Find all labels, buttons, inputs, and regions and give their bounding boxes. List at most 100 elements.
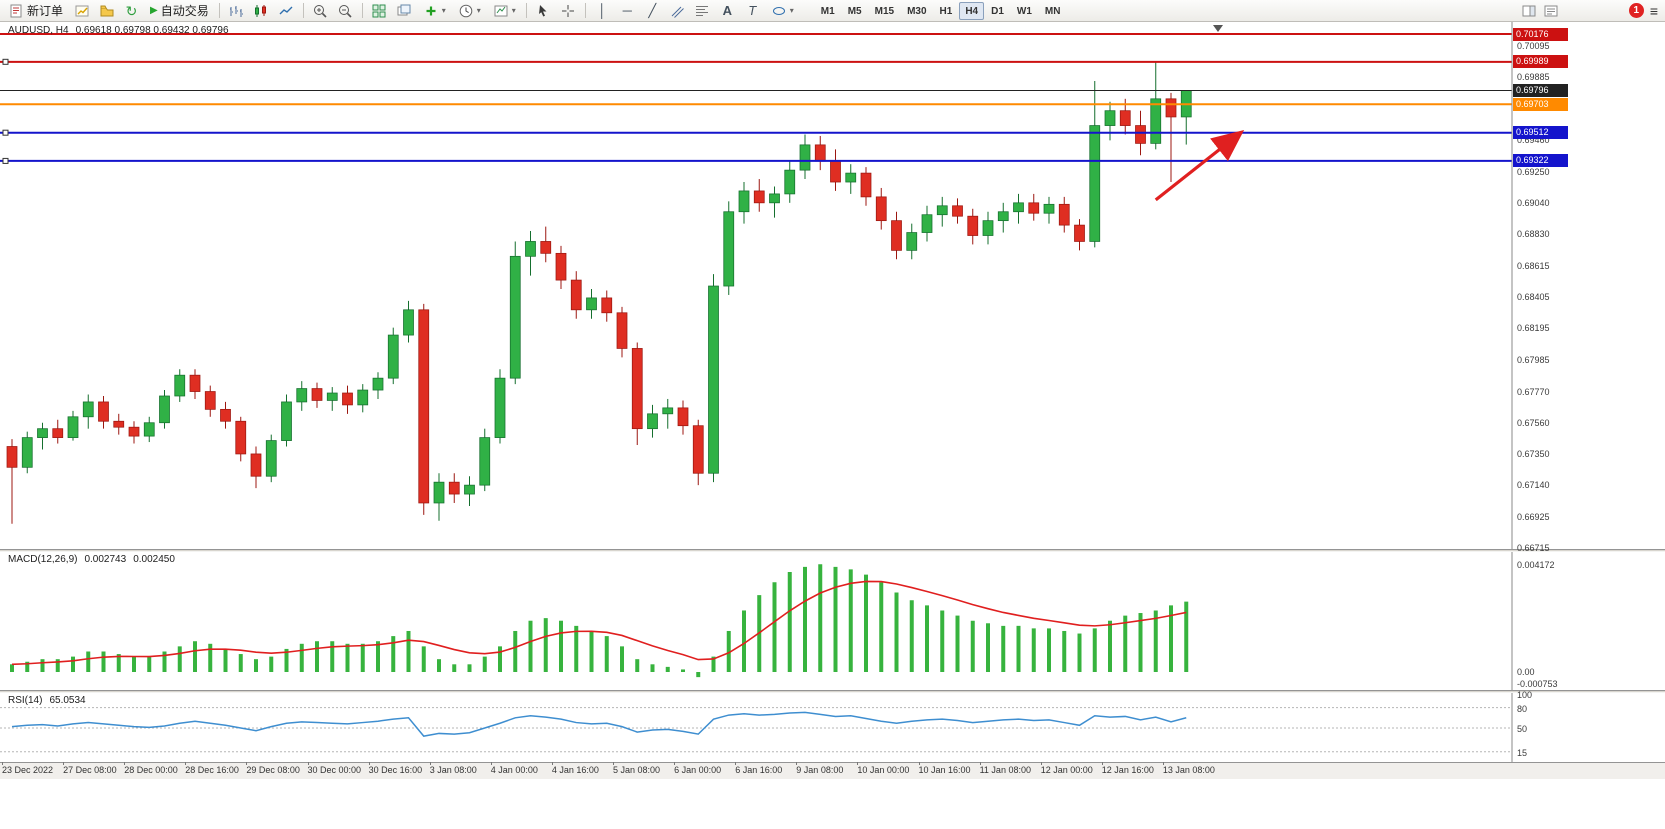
time-axis-label: 27 Dec 08:00 bbox=[63, 765, 117, 775]
line-handle[interactable] bbox=[2, 129, 9, 136]
zoom-in-button[interactable] bbox=[309, 1, 332, 20]
candle-up bbox=[464, 484, 475, 495]
autotrading-button[interactable]: ▶ 自动交易 bbox=[145, 1, 214, 20]
timeframe-button-m15[interactable]: M15 bbox=[874, 5, 895, 17]
macd-panel-splitter[interactable] bbox=[0, 549, 1665, 552]
line-handle[interactable] bbox=[2, 157, 9, 164]
timeframe-button-mn[interactable]: MN bbox=[1044, 5, 1061, 17]
text-tool-button[interactable]: A bbox=[716, 1, 739, 20]
candle-down bbox=[1074, 224, 1085, 242]
trendline-icon: ╱ bbox=[648, 3, 657, 18]
candle-down bbox=[631, 348, 643, 430]
zoom-out-button[interactable] bbox=[334, 1, 357, 20]
candle-down bbox=[692, 425, 704, 474]
new-chart-button[interactable] bbox=[70, 1, 93, 20]
candle-up bbox=[586, 297, 597, 311]
price-axis-label: 0.68615 bbox=[1517, 260, 1550, 271]
price-axis-label: 0.70095 bbox=[1517, 41, 1550, 52]
candle-up bbox=[433, 481, 445, 504]
template-chart-icon bbox=[493, 3, 509, 19]
timeframe-button-h4[interactable]: H4 bbox=[959, 1, 985, 20]
chevron-down-icon: ▾ bbox=[789, 5, 794, 15]
label-tool-button[interactable]: T bbox=[741, 1, 764, 20]
candle-up bbox=[1150, 98, 1162, 144]
notification-badge[interactable]: 1 bbox=[1628, 3, 1644, 18]
crosshair-button[interactable] bbox=[557, 1, 580, 20]
menu-icon[interactable]: ≡ bbox=[1649, 2, 1658, 19]
timeframe-button-d1[interactable]: D1 bbox=[991, 5, 1004, 17]
cursor-button[interactable] bbox=[532, 1, 555, 20]
price-axis-label: 0.66715 bbox=[1517, 543, 1550, 554]
time-axis-label: 3 Jan 08:00 bbox=[429, 765, 477, 775]
cursor-icon bbox=[535, 3, 551, 19]
trendline-tool-button[interactable]: ╱ bbox=[641, 1, 664, 20]
candle-down bbox=[128, 426, 140, 437]
timeframe-button-m5[interactable]: M5 bbox=[847, 5, 862, 17]
new-order-label: 新订单 bbox=[27, 4, 64, 18]
time-axis-tick bbox=[918, 762, 920, 765]
time-axis-tick bbox=[63, 762, 65, 765]
time-axis-tick bbox=[246, 762, 248, 765]
candlestick-chart-button[interactable] bbox=[250, 1, 273, 20]
indicators-button[interactable]: ▾ bbox=[418, 1, 451, 20]
candle-up bbox=[1043, 203, 1055, 214]
fibonacci-icon bbox=[694, 3, 710, 19]
line-chart-button[interactable] bbox=[275, 1, 298, 20]
up-arrow-annotation[interactable] bbox=[1154, 130, 1245, 202]
timeframe-button-h1[interactable]: H1 bbox=[939, 5, 953, 17]
candle-up bbox=[82, 401, 94, 418]
timeframe-button-m30[interactable]: M30 bbox=[907, 5, 927, 17]
time-axis-strip[interactable] bbox=[0, 762, 1665, 779]
new-order-button[interactable]: 新订单 bbox=[3, 1, 68, 20]
horizontal-line-tool-button[interactable]: ─ bbox=[616, 1, 639, 20]
templates-button[interactable]: ▾ bbox=[488, 1, 521, 20]
price-axis-label: 0.69885 bbox=[1517, 72, 1550, 83]
profiles-button[interactable] bbox=[95, 1, 118, 20]
candle-down bbox=[204, 391, 216, 410]
toolbar-separator bbox=[218, 3, 220, 18]
horizontal-line-icon: ─ bbox=[622, 3, 632, 18]
window-list-icon[interactable] bbox=[1543, 3, 1559, 19]
time-axis-label: 13 Jan 08:00 bbox=[1162, 765, 1215, 775]
dock-panel-icon[interactable] bbox=[1521, 3, 1537, 19]
candle-down bbox=[677, 407, 689, 427]
toolbar-right-group: 1 ≡ bbox=[1521, 3, 1662, 19]
time-axis-tick bbox=[429, 762, 431, 765]
refresh-button[interactable]: ↻ bbox=[120, 1, 143, 20]
vertical-line-tool-button[interactable]: │ bbox=[591, 1, 614, 20]
tile-windows-button[interactable] bbox=[368, 1, 391, 20]
candle-up bbox=[997, 211, 1009, 222]
new-order-icon bbox=[8, 3, 24, 19]
rsi-axis-label: 50 bbox=[1517, 724, 1528, 734]
rsi-line bbox=[11, 711, 1187, 737]
candle-up bbox=[708, 285, 719, 474]
price-axis-label: 0.67985 bbox=[1517, 354, 1550, 365]
candle-up bbox=[159, 395, 170, 424]
chart-shift-marker[interactable] bbox=[1213, 25, 1223, 32]
price-axis-label: 0.67350 bbox=[1517, 448, 1550, 459]
candle-down bbox=[52, 428, 64, 438]
line-handle[interactable] bbox=[2, 58, 9, 65]
price-axis-label: 0.69460 bbox=[1517, 135, 1550, 146]
autotrading-play-icon: ▶ bbox=[150, 4, 158, 16]
time-axis-label: 11 Jan 08:00 bbox=[979, 765, 1031, 775]
zoom-out-icon bbox=[337, 3, 353, 19]
chevron-down-icon: ▾ bbox=[476, 5, 481, 15]
rsi-panel-splitter[interactable] bbox=[0, 690, 1665, 693]
candle-up bbox=[21, 437, 33, 468]
price-axis-label: 0.67770 bbox=[1517, 386, 1550, 397]
timeframe-button-m1[interactable]: M1 bbox=[820, 5, 835, 17]
candle-down bbox=[1119, 110, 1131, 126]
crosshair-icon bbox=[560, 3, 576, 19]
timeframe-button-w1[interactable]: W1 bbox=[1016, 5, 1032, 17]
shapes-tool-button[interactable]: ▾ bbox=[766, 1, 799, 20]
bar-chart-button[interactable] bbox=[225, 1, 248, 20]
cascade-windows-button[interactable] bbox=[393, 1, 416, 20]
channel-tool-button[interactable] bbox=[666, 1, 689, 20]
fibonacci-tool-button[interactable] bbox=[691, 1, 714, 20]
periods-button[interactable]: ▾ bbox=[453, 1, 486, 20]
time-axis-tick bbox=[307, 762, 309, 765]
candle-up bbox=[1013, 202, 1024, 213]
time-axis-label: 10 Jan 16:00 bbox=[918, 765, 971, 775]
